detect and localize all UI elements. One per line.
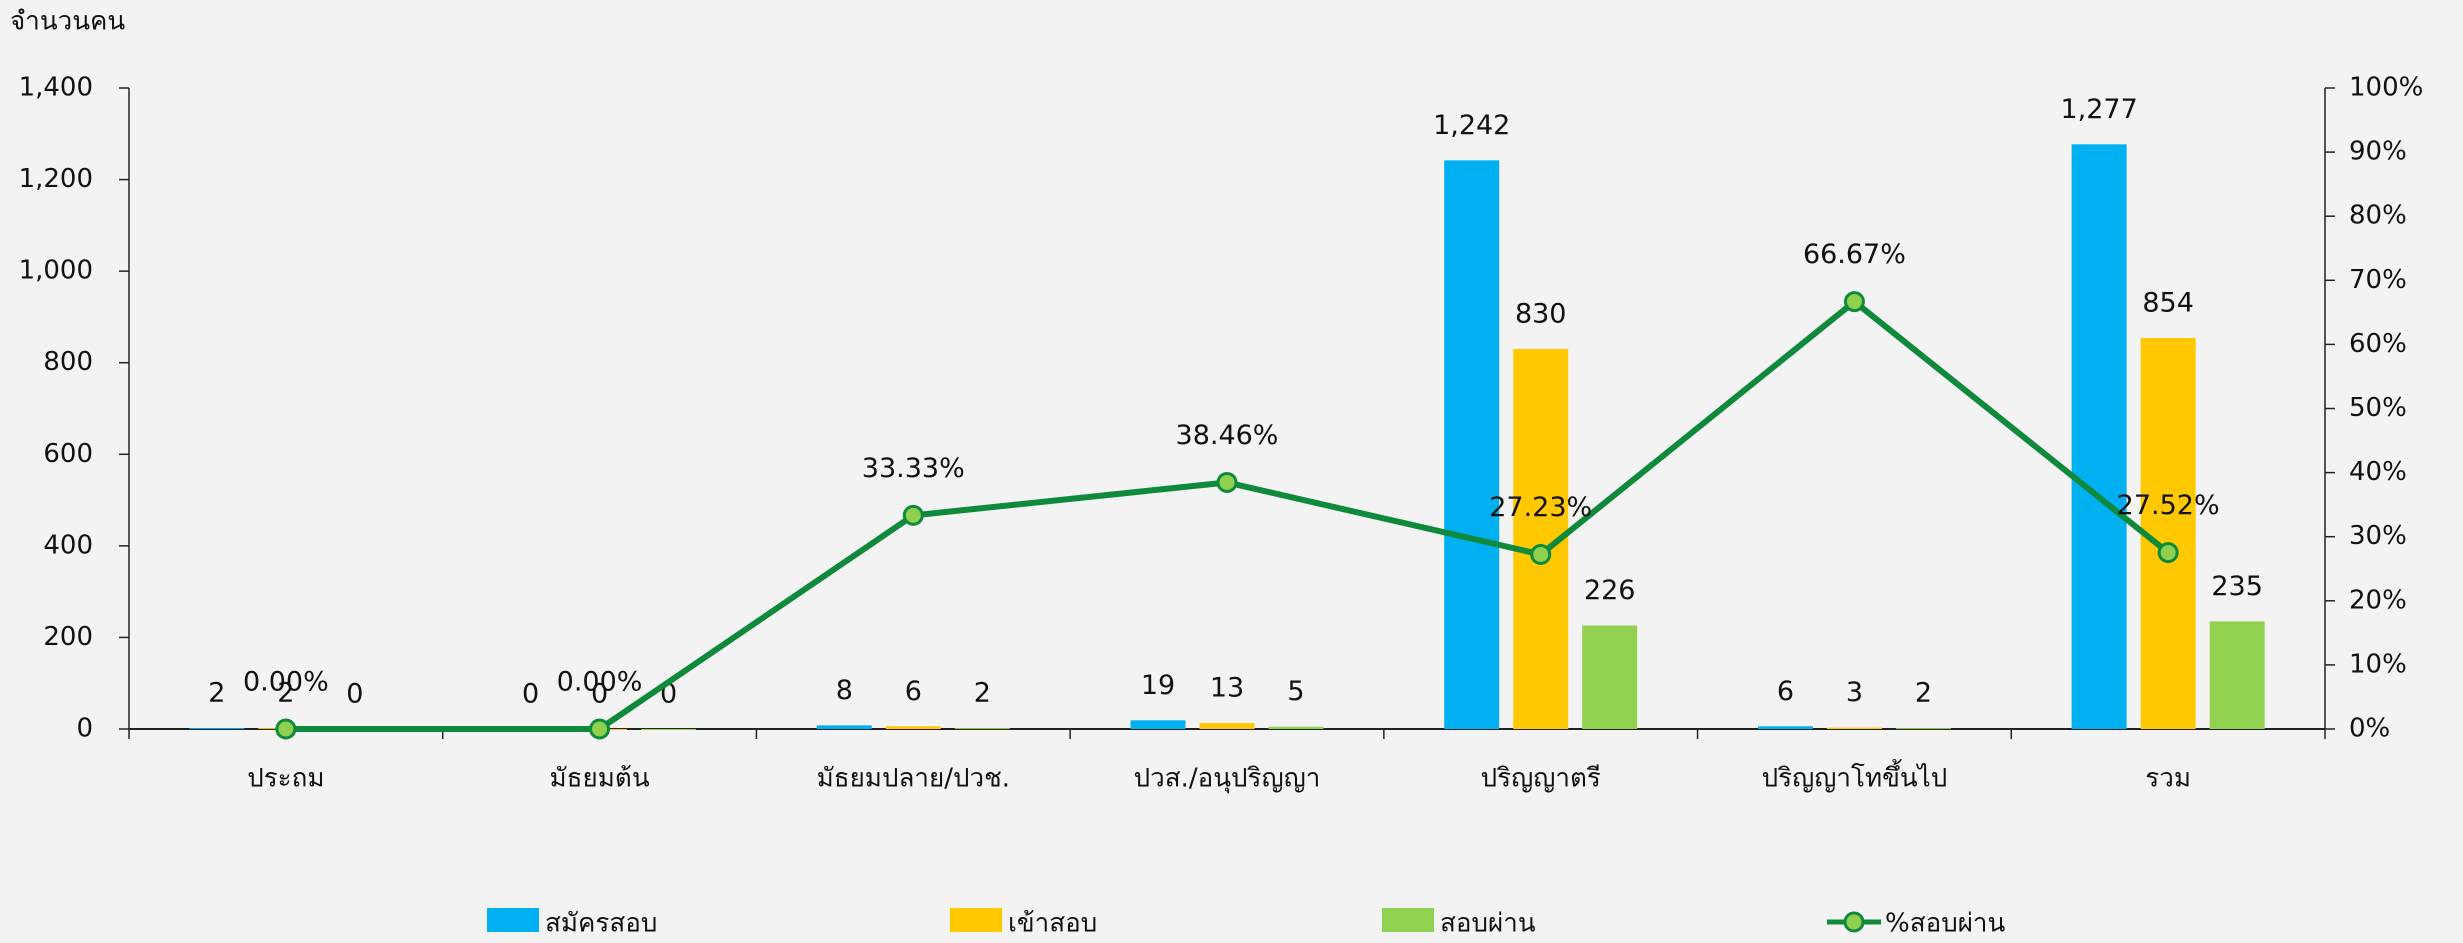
line-marker (275, 718, 297, 740)
value-label: 19 (1141, 670, 1175, 701)
x-tick-label: ปริญญาโทขึ้นไป (1762, 759, 1948, 794)
y2-tick-label: 100% (2349, 73, 2423, 103)
bar (641, 729, 697, 730)
value-label: 0.00% (557, 667, 643, 698)
value-label: 13 (1210, 673, 1244, 704)
bar (954, 728, 1010, 730)
value-label: 226 (1584, 575, 1636, 606)
y2-tick-label: 90% (2349, 137, 2407, 167)
legend-label: สมัครสอบ (545, 909, 657, 939)
value-label: 6 (905, 676, 922, 707)
bar (1268, 726, 1324, 729)
bar (2071, 144, 2127, 730)
value-label: 1,277 (2060, 94, 2137, 125)
value-label: 0.00% (243, 667, 329, 698)
legend-label: เข้าสอบ (1008, 909, 1097, 939)
line-marker (589, 718, 611, 740)
value-label: 6 (1777, 676, 1794, 707)
line-marker (1843, 291, 1865, 313)
y-axis-label: จำนวนคน (10, 7, 125, 37)
x-tick-label: มัธยมปลาย/ปวช. (817, 764, 1010, 794)
value-label: 830 (1515, 298, 1567, 329)
legend-swatch (1382, 908, 1434, 932)
x-tick-label: ปวส./อนุปริญญา (1134, 764, 1321, 794)
value-label: 8 (836, 675, 853, 706)
y2-tick-label: 20% (2349, 585, 2407, 615)
bar (1582, 625, 1638, 729)
value-label: 0 (522, 679, 539, 710)
value-label: 5 (1287, 676, 1304, 707)
bar (2209, 621, 2265, 729)
value-label: 2 (277, 678, 294, 709)
bar (1130, 720, 1186, 729)
legend-label: %สอบผ่าน (1885, 909, 2006, 939)
line-marker (1216, 471, 1238, 493)
legend-swatch (487, 908, 539, 932)
y-tick-label: 800 (43, 347, 93, 377)
legend-marker (1843, 911, 1865, 933)
y-tick-label: 600 (43, 439, 93, 469)
legend-swatch (950, 908, 1002, 932)
y-tick-label: 1,000 (19, 256, 93, 286)
value-label: 66.67% (1803, 239, 1906, 270)
x-tick-label: ปริญญาตรี (1481, 764, 1601, 794)
bar (189, 728, 245, 730)
bar (1199, 723, 1255, 729)
value-label: 2 (208, 678, 225, 709)
value-label: 3 (1846, 677, 1863, 708)
value-label: 235 (2211, 571, 2263, 602)
y2-tick-label: 70% (2349, 265, 2407, 295)
y2-tick-label: 40% (2349, 457, 2407, 487)
line-marker (1530, 543, 1552, 565)
line-marker (902, 504, 924, 526)
y-tick-label: 200 (43, 622, 93, 652)
y-tick-label: 1,400 (19, 73, 93, 103)
bar (885, 726, 941, 729)
bar (816, 725, 872, 729)
x-tick-label: รวม (2145, 764, 2191, 794)
legend-label: สอบผ่าน (1440, 909, 1536, 939)
value-label: 27.23% (1489, 492, 1592, 523)
value-label: 33.33% (862, 453, 965, 484)
value-label: 2 (974, 678, 991, 709)
bar (1895, 728, 1951, 730)
bar (1826, 727, 1882, 729)
line (285, 297, 2171, 732)
line-marker (2157, 542, 2179, 564)
x-tick-label: มัธยมต้น (550, 764, 650, 794)
y2-tick-label: 10% (2349, 649, 2407, 679)
value-label: 2 (1915, 678, 1932, 709)
y2-tick-label: 30% (2349, 521, 2407, 551)
y2-tick-label: 60% (2349, 329, 2407, 359)
value-label: 0 (591, 679, 608, 710)
bar (1757, 726, 1813, 729)
y-tick-label: 1,200 (19, 164, 93, 194)
y-tick-label: 400 (43, 530, 93, 560)
value-label: 38.46% (1176, 420, 1279, 451)
y2-tick-label: 80% (2349, 201, 2407, 231)
value-label: 854 (2142, 287, 2194, 318)
x-tick-label: ประถม (247, 764, 324, 794)
y-tick-label: 0 (76, 714, 93, 744)
bar (1444, 160, 1500, 729)
value-label: 0 (346, 679, 363, 710)
y2-tick-label: 50% (2349, 393, 2407, 423)
y2-tick-label: 0% (2349, 714, 2390, 744)
value-label: 1,242 (1433, 110, 1510, 141)
bar (2140, 337, 2196, 729)
value-label: 27.52% (2117, 490, 2220, 521)
